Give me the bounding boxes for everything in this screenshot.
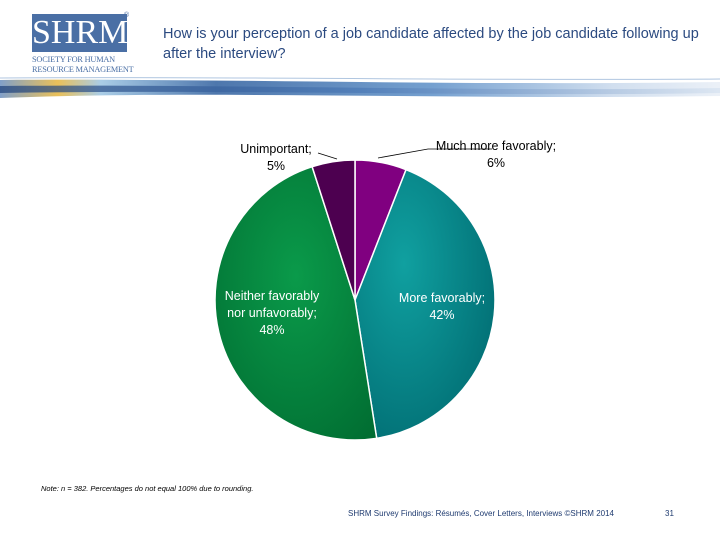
slide-title: How is your perception of a job candidat… (163, 26, 699, 62)
label-much-more-favorably-value: 6% (487, 156, 505, 170)
page-number: 31 (665, 509, 674, 518)
label-unimportant-name: Unimportant; (240, 142, 312, 156)
header-color-band (0, 77, 720, 98)
label-more-favorably-name: More favorably; (399, 291, 485, 305)
label-neither-line2: nor unfavorably; (227, 306, 317, 320)
leader-much-more-favorably (377, 148, 492, 159)
logo-mark: SHRM (32, 14, 129, 52)
slice-neither (214, 165, 378, 441)
label-neither-value: 48% (259, 323, 284, 337)
logo-text-line2: RESOURCE MANAGEMENT (32, 65, 134, 74)
chart-note: Note: n = 382. Percentages do not equal … (41, 484, 254, 493)
slice-unimportant (311, 159, 356, 301)
logo-text-line1: SOCIETY FOR HUMAN (32, 55, 115, 64)
shrm-logo: SHRM ® SOCIETY FOR HUMAN RESOURCE MANAGE… (28, 12, 136, 76)
label-more-favorably-value: 42% (429, 308, 454, 322)
label-neither-line1: Neither favorably (225, 289, 320, 303)
label-unimportant-value: 5% (267, 159, 285, 173)
footer-text: SHRM Survey Findings: Résumés, Cover Let… (348, 509, 614, 518)
label-much-more-favorably-name: Much more favorably; (436, 139, 556, 153)
slice-more-favorably (354, 168, 496, 440)
leader-unimportant (317, 152, 338, 160)
registered-mark: ® (124, 12, 130, 19)
